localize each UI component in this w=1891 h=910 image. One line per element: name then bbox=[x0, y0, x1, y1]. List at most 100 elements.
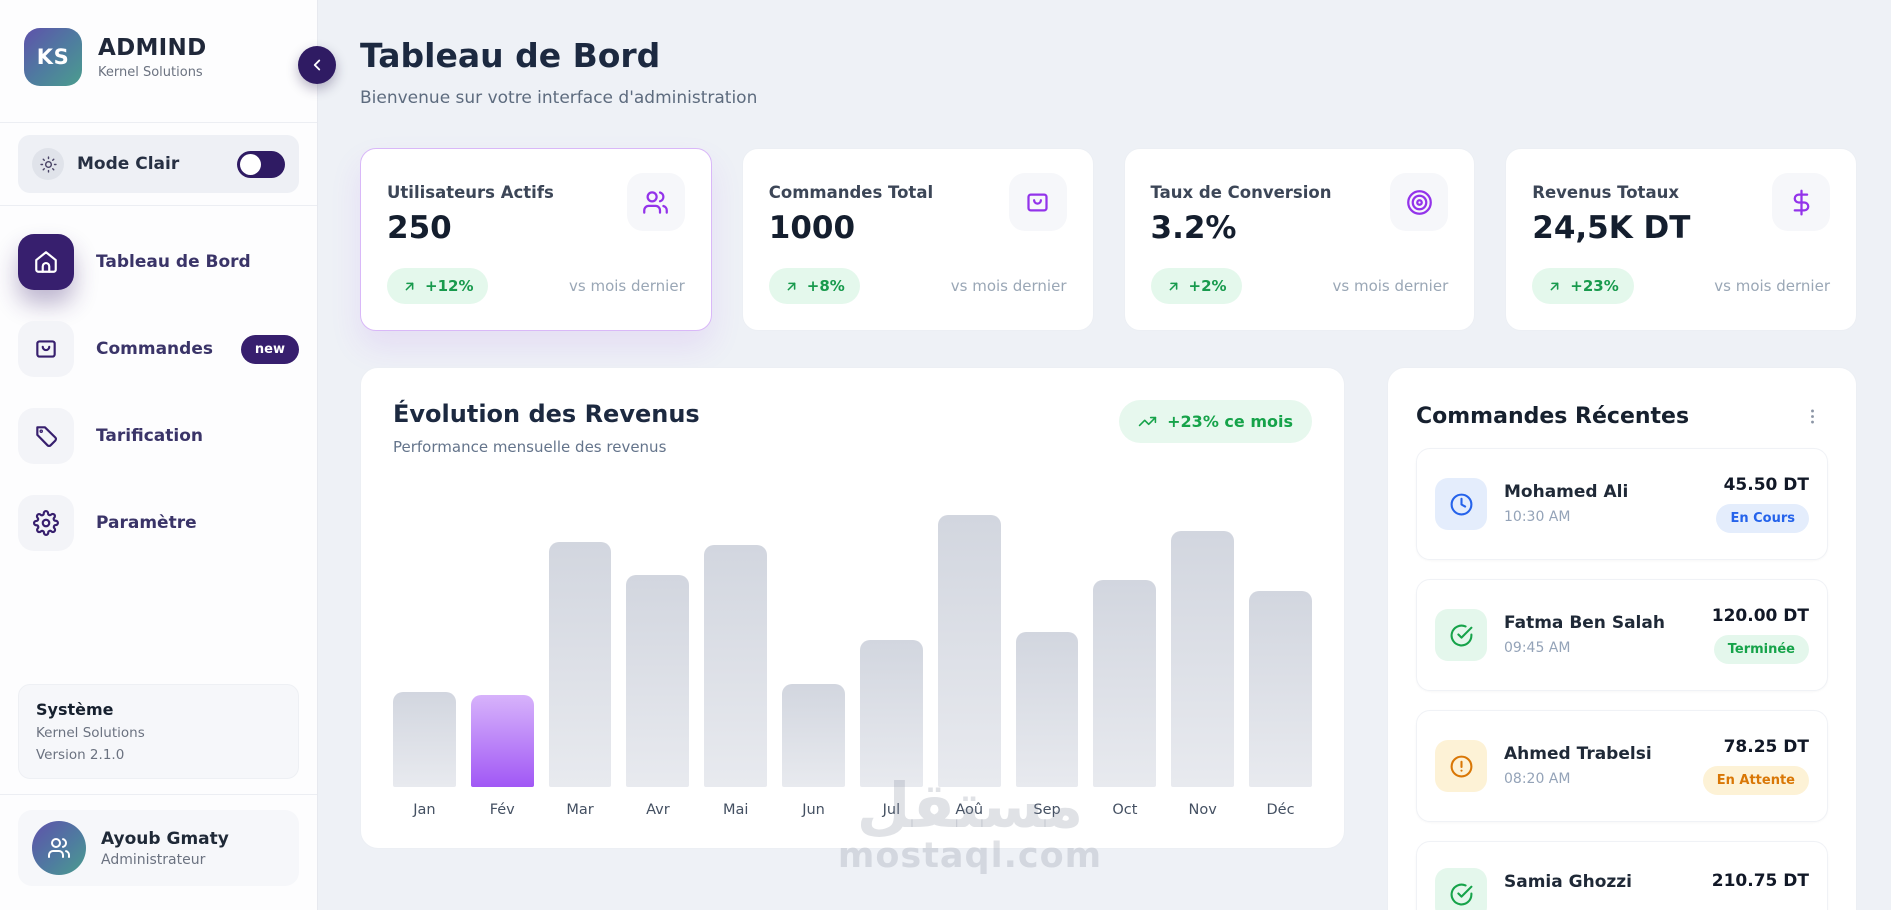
divider bbox=[0, 122, 317, 123]
bar-label-Sep: Sep bbox=[1033, 802, 1061, 818]
trend-badge: +8% bbox=[768, 268, 860, 304]
stat-label: Utilisateurs Actifs bbox=[387, 183, 554, 202]
mode-clair-label: Mode Clair bbox=[77, 154, 180, 174]
chart-subtitle: Performance mensuelle des revenus bbox=[393, 438, 667, 456]
bar-label-Avr: Avr bbox=[646, 802, 670, 818]
bar-Nov[interactable] bbox=[1171, 531, 1235, 787]
sidebar-item-tarification[interactable]: Tarification bbox=[18, 408, 299, 464]
bar-column-Aoû: Aoû bbox=[937, 496, 1001, 818]
bar-label-Fév: Fév bbox=[489, 802, 515, 818]
bar-column-Avr: Avr bbox=[626, 496, 690, 818]
user-profile[interactable]: Ayoub Gmaty Administrateur bbox=[18, 810, 299, 886]
order-amount: 45.50 DT bbox=[1723, 475, 1809, 495]
bar-label-Aoû: Aoû bbox=[955, 802, 984, 818]
order-row-ahmed-trabelsi[interactable]: Ahmed Trabelsi 08:20 AM 78.25 DT En Atte… bbox=[1416, 710, 1828, 822]
stat-label: Commandes Total bbox=[768, 183, 934, 202]
order-time bbox=[1504, 899, 1632, 910]
order-row-fatma-ben-salah[interactable]: Fatma Ben Salah 09:45 AM 120.00 DT Termi… bbox=[1416, 579, 1828, 691]
trend-value: +2% bbox=[1188, 277, 1227, 295]
divider bbox=[0, 794, 317, 795]
stat-value: 24,5K DT bbox=[1532, 210, 1691, 246]
sidebar-nav: Tableau de Bord Commandes new Tarificati… bbox=[0, 206, 317, 551]
sidebar-item-tableau-de-bord[interactable]: Tableau de Bord bbox=[18, 234, 299, 290]
trending-up-icon bbox=[1138, 412, 1157, 431]
arrow-up-right-icon bbox=[402, 279, 417, 294]
arrow-up-right-icon bbox=[1547, 279, 1562, 294]
arrow-up-right-icon bbox=[784, 279, 799, 294]
stat-note: vs mois dernier bbox=[1332, 277, 1449, 295]
stat-label: Revenus Totaux bbox=[1532, 183, 1679, 202]
bar-Jun[interactable] bbox=[782, 684, 845, 787]
user-role: Administrateur bbox=[101, 851, 206, 868]
divider bbox=[0, 205, 317, 206]
sidebar-item-parametre[interactable]: Paramètre bbox=[18, 495, 299, 551]
order-row-mohamed-ali[interactable]: Mohamed Ali 10:30 AM 45.50 DT En Cours bbox=[1416, 448, 1828, 560]
sidebar-item-label: Tarification bbox=[96, 426, 203, 446]
shopping-bag-icon bbox=[1008, 173, 1067, 231]
bar-column-Mai: Mai bbox=[704, 496, 768, 818]
brand: KS ADMIND Kernel Solutions bbox=[0, 0, 317, 122]
mode-clair-toggle[interactable] bbox=[237, 150, 285, 178]
system-info-box: Système Kernel Solutions Version 2.1.0 bbox=[18, 684, 299, 779]
arrow-up-right-icon bbox=[1166, 279, 1181, 294]
bar-Mai[interactable] bbox=[704, 545, 768, 787]
bar-Déc[interactable] bbox=[1249, 591, 1312, 787]
bar-label-Nov: Nov bbox=[1188, 802, 1217, 818]
order-row-samia-ghozzi[interactable]: Samia Ghozzi 210.75 DT bbox=[1416, 841, 1828, 910]
bar-label-Mai: Mai bbox=[723, 802, 749, 818]
order-customer-name: Samia Ghozzi bbox=[1504, 872, 1632, 892]
stat-label: Taux de Conversion bbox=[1150, 183, 1332, 202]
bar-label-Jun: Jun bbox=[802, 802, 825, 818]
status-badge: En Cours bbox=[1716, 504, 1809, 533]
bar-Avr[interactable] bbox=[626, 575, 690, 787]
clock-icon bbox=[1435, 478, 1487, 530]
sidebar-collapse-button[interactable] bbox=[298, 46, 336, 84]
alert-circle-icon bbox=[1435, 740, 1487, 792]
bar-Jan[interactable] bbox=[393, 692, 456, 787]
trend-badge: +12% bbox=[387, 268, 489, 304]
order-time: 10:30 AM bbox=[1504, 509, 1571, 525]
sidebar-item-label: Tableau de Bord bbox=[96, 252, 251, 272]
trend-badge: +23% bbox=[1532, 268, 1634, 304]
order-amount: 78.25 DT bbox=[1723, 737, 1809, 757]
order-customer-name: Ahmed Trabelsi bbox=[1504, 744, 1652, 764]
bar-Aoû[interactable] bbox=[937, 515, 1001, 787]
bar-Oct[interactable] bbox=[1093, 580, 1157, 787]
stat-value: 3.2% bbox=[1150, 210, 1237, 246]
toggle-knob bbox=[240, 153, 261, 175]
orders-title: Commandes Récentes bbox=[1416, 404, 1690, 429]
order-customer-name: Fatma Ben Salah bbox=[1504, 613, 1665, 633]
trend-badge: +2% bbox=[1150, 268, 1242, 304]
user-avatar bbox=[32, 821, 86, 875]
bar-Jul[interactable] bbox=[859, 640, 923, 787]
bar-column-Sep: Sep bbox=[1015, 496, 1079, 818]
stat-note: vs mois dernier bbox=[569, 277, 685, 295]
bar-chart-plot: Jan Fév Mar Avr Mai Jun Jul Aoû Sep Oct Nov Déc bbox=[393, 496, 1312, 818]
bar-Mar[interactable] bbox=[548, 542, 612, 787]
chart-trend-value: +23% ce mois bbox=[1167, 412, 1293, 431]
order-amount: 210.75 DT bbox=[1711, 870, 1809, 891]
main-content: Tableau de Bord Bienvenue sur votre inte… bbox=[318, 0, 1891, 910]
bar-column-Jan: Jan bbox=[393, 496, 456, 818]
sidebar-bottom: Système Kernel Solutions Version 2.1.0 A… bbox=[0, 684, 317, 910]
brand-logo: KS bbox=[24, 28, 82, 86]
sidebar-item-commandes[interactable]: Commandes new bbox=[18, 321, 299, 377]
brand-name: ADMIND bbox=[98, 34, 207, 61]
bar-column-Oct: Oct bbox=[1093, 496, 1157, 818]
bar-Sep[interactable] bbox=[1015, 632, 1079, 787]
check-circle-icon bbox=[1435, 868, 1487, 910]
order-time: 09:45 AM bbox=[1504, 640, 1571, 656]
order-customer-name: Mohamed Ali bbox=[1504, 482, 1629, 502]
target-icon bbox=[1390, 173, 1449, 231]
order-time: 08:20 AM bbox=[1504, 771, 1571, 787]
order-amount: 120.00 DT bbox=[1711, 606, 1809, 626]
tag-icon bbox=[18, 408, 74, 464]
system-version: Version 2.1.0 bbox=[36, 747, 125, 763]
kebab-menu-icon[interactable] bbox=[1797, 405, 1828, 428]
mode-clair-row: Mode Clair bbox=[18, 135, 299, 193]
bar-Fév[interactable] bbox=[470, 695, 534, 787]
check-circle-icon bbox=[1435, 609, 1487, 661]
bar-label-Jan: Jan bbox=[413, 802, 436, 818]
bar-column-Mar: Mar bbox=[548, 496, 612, 818]
status-badge: En Attente bbox=[1702, 766, 1809, 795]
